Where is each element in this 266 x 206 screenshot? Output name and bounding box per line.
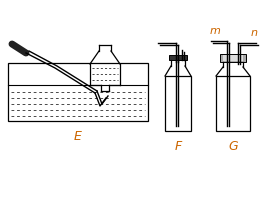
Text: F: F [174,139,182,152]
Text: E: E [74,129,82,142]
Bar [216,77,250,131]
Bar [220,55,246,63]
Bar [165,77,191,131]
Bar [169,56,187,61]
Bar [223,56,243,62]
Text: G: G [228,139,238,152]
Bar [8,64,148,121]
Text: m: m [210,26,221,36]
Text: n: n [251,28,257,38]
